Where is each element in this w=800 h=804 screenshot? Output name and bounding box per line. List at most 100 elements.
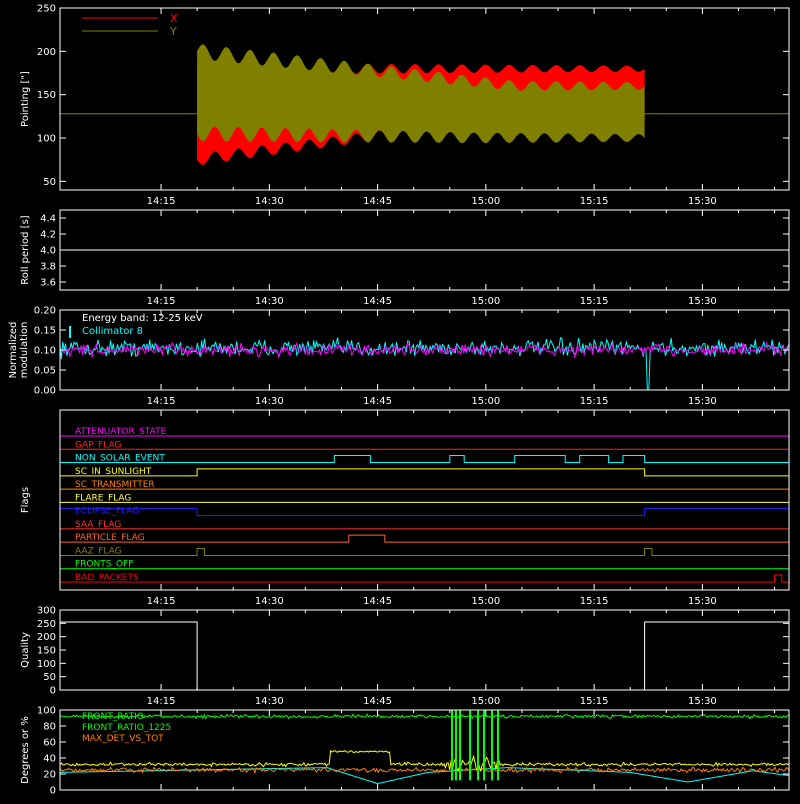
modulation-line [59,341,790,359]
y-tick-label: 0.00 [34,386,56,397]
y-tick-label: 150 [37,646,56,657]
flag-label: SAA_FLAG [75,520,121,530]
legend-label: X [170,12,178,25]
axes-frame-ratios [59,709,790,791]
flag-label: SC_IN_SUNLIGHT [75,467,152,477]
flag-line-bad_packets [60,574,789,583]
y-tick-label: 0 [50,786,56,797]
x-tick-label: 14:15 [147,596,176,607]
x-tick-label: 15:30 [688,696,717,707]
y-tick-label: 20 [43,770,56,781]
y-tick-label: 80 [43,722,56,733]
y-tick-label: 60 [43,738,56,749]
flag-label: SC_TRANSMITTER [75,480,155,490]
y-axis-label: modulation [19,322,30,379]
x-tick-label: 14:45 [363,696,392,707]
legend-label: FRONT_RATIO_1225 [82,723,171,733]
flag-label: GAP_FLAG [75,440,121,450]
y-tick-label: 4.0 [40,246,56,257]
front-ratio-line [59,713,790,720]
y-tick-label: 100 [37,659,56,670]
ratio-cyan-line [59,767,790,785]
x-tick-label: 15:30 [688,196,717,207]
flag-line-eclipse_flag [59,508,790,517]
pointing-band-y [197,44,645,144]
x-tick-label: 15:15 [580,296,609,307]
flag-line-aaz_flag [60,547,789,556]
y-tick-label: 200 [37,632,56,643]
x-tick-label: 14:30 [255,396,284,407]
x-tick-label: 15:00 [471,696,500,707]
x-tick-label: 15:15 [580,396,609,407]
flag-label: PARTICLE_FLAG [75,533,145,543]
legend-label: Collimator 8 [82,326,143,337]
energy-band-annotation: Energy band: 12-25 keV [82,313,203,324]
x-tick-label: 14:45 [363,396,392,407]
axes-frame-flags [59,409,790,591]
flag-line-sc_in_sunlight [60,468,789,477]
x-tick-label: 14:15 [147,696,176,707]
flag-label: NON_SOLAR_EVENT [75,454,165,464]
x-tick-label: 14:45 [363,196,392,207]
flag-label: AAZ_FLAG [75,546,122,556]
x-tick-label: 15:00 [471,396,500,407]
y-tick-label: 300 [37,606,56,617]
x-tick-label: 14:30 [255,596,284,607]
y-tick-label: 50 [43,177,56,188]
x-tick-label: 14:30 [255,296,284,307]
x-tick-label: 15:00 [471,196,500,207]
y-axis-label: Quality [20,632,31,668]
y-tick-label: 100 [37,706,56,717]
y-tick-label: 250 [37,619,56,630]
flag-line-particle_flag [60,534,789,543]
flag-label: ATTENUATOR_STATE [75,427,167,437]
y-axis-label: Degrees or % [20,716,31,784]
y-tick-label: 200 [37,47,56,58]
y-axis-label: Pointing ["] [20,71,31,127]
x-tick-label: 14:30 [255,196,284,207]
y-axis-label: Normalized [8,322,19,379]
y-axis-label: Roll period [s] [20,215,31,284]
y-tick-label: 0.15 [34,326,56,337]
axes-layer [59,7,790,791]
x-tick-label: 14:15 [147,396,176,407]
max-det-vs-tot-line [59,766,790,775]
x-tick-label: 14:30 [255,696,284,707]
data-layer [59,44,790,785]
ratio-yellow-line [59,749,790,773]
axes-frame-pointing [59,7,790,191]
y-axis-label: Flags [20,487,31,513]
y-tick-label: 50 [43,672,56,683]
y-tick-label: 100 [37,134,56,145]
y-tick-label: 0.10 [34,346,56,357]
y-tick-label: 40 [43,754,56,765]
y-tick-label: 0 [50,686,56,697]
y-tick-label: 150 [37,90,56,101]
y-tick-label: 0.05 [34,366,56,377]
x-tick-label: 15:00 [471,296,500,307]
x-tick-label: 15:30 [688,296,717,307]
y-tick-label: 3.8 [40,262,56,273]
x-tick-label: 15:30 [688,596,717,607]
flag-line-non_solar_event [60,455,789,464]
flag-label: FLARE_FLAG [75,493,131,503]
y-tick-label: 250 [37,4,56,15]
x-tick-label: 15:15 [580,696,609,707]
x-tick-label: 15:30 [688,396,717,407]
flag-label: BAD_PACKETS [75,573,139,583]
x-tick-label: 15:15 [580,196,609,207]
x-tick-label: 14:45 [363,296,392,307]
x-tick-label: 14:45 [363,596,392,607]
x-tick-label: 15:15 [580,596,609,607]
flag-label: FRONTS_OFF [75,560,133,570]
text-layer: 14:15 14:30 14:45 15:00 15:15 15:30 50 100 150 20… [8,4,717,797]
legend-label: FRONT_RATIO [82,712,144,722]
y-tick-label: 4.2 [40,230,56,241]
flag-label: ECLIPSE_FLAG [75,507,139,517]
x-tick-label: 14:15 [147,296,176,307]
y-tick-label: 3.6 [40,278,56,289]
legend-label: MAX_DET_VS_TOT [82,734,164,744]
